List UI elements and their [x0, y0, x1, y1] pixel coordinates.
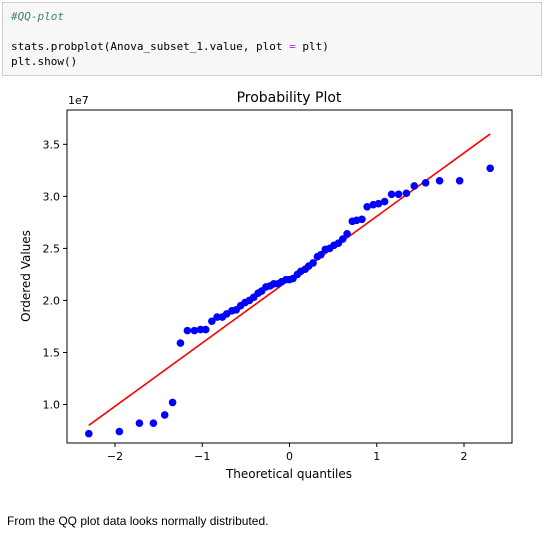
- data-point: [455, 176, 464, 185]
- probability-plot-chart: Probability Plot 1e7 −2 −1 0 1 2 1.0 1.5 2.0 2.…: [19, 90, 513, 481]
- data-point: [115, 427, 124, 436]
- x-tick-label: 0: [286, 450, 293, 463]
- data-point: [387, 190, 396, 199]
- data-point: [486, 164, 494, 173]
- y-tick-label: 1.5: [43, 346, 61, 359]
- y-tick-label: 2.5: [43, 242, 61, 255]
- x-tick-label: 2: [461, 450, 468, 463]
- data-point: [394, 190, 403, 199]
- y-offset-label: 1e7: [68, 94, 89, 107]
- data-point: [208, 317, 216, 326]
- data-point: [358, 215, 366, 224]
- code-line-show: plt.show(): [11, 55, 78, 68]
- data-point: [160, 411, 169, 419]
- data-point: [435, 176, 444, 185]
- data-point: [343, 230, 351, 238]
- data-point: [309, 259, 317, 267]
- x-tick-label: −2: [107, 450, 123, 463]
- conclusion-text: From the QQ plot data looks normally dis…: [7, 514, 269, 528]
- data-point: [196, 325, 205, 334]
- x-ticks: −2 −1 0 1 2: [107, 443, 468, 463]
- data-point: [176, 339, 185, 347]
- x-tick-label: 1: [373, 450, 380, 463]
- data-point: [410, 182, 419, 190]
- data-point: [374, 199, 383, 208]
- data-point: [338, 235, 347, 243]
- code-probplot-call: stats.probplot(Anova_subset_1.value, plo…: [11, 40, 290, 53]
- data-point: [213, 313, 221, 321]
- data-point: [402, 189, 411, 198]
- data-point: [380, 197, 389, 206]
- y-tick-label: 2.0: [43, 294, 61, 307]
- points-layer: [85, 164, 494, 438]
- data-point: [135, 419, 144, 428]
- y-tick-label: 1.0: [43, 398, 61, 411]
- data-point: [168, 398, 177, 407]
- data-point: [190, 326, 199, 335]
- code-comment: #QQ-plot: [11, 10, 64, 23]
- x-tick-label: −1: [194, 450, 210, 463]
- code-operator: =: [289, 40, 296, 53]
- code-line-probplot: stats.probplot(Anova_subset_1.value, plo…: [11, 39, 533, 54]
- data-point: [363, 202, 371, 211]
- data-point: [85, 429, 93, 438]
- code-blank-line: [11, 24, 533, 39]
- data-point: [317, 250, 325, 259]
- qq-plot-output: Probability Plot 1e7 −2 −1 0 1 2 1.0 1.5 2.0 2.…: [0, 80, 546, 500]
- data-point: [183, 326, 192, 335]
- y-tick-label: 3.5: [43, 138, 61, 151]
- code-cell[interactable]: #QQ-plot stats.probplot(Anova_subset_1.v…: [2, 2, 542, 76]
- data-point: [421, 179, 430, 187]
- x-axis-label: Theoretical quantiles: [225, 467, 352, 481]
- data-point: [149, 419, 158, 428]
- y-tick-label: 3.0: [43, 190, 61, 203]
- y-ticks: 1.0 1.5 2.0 2.5 3.0 3.5: [43, 138, 67, 411]
- chart-title: Probability Plot: [237, 90, 342, 106]
- y-axis-label: Ordered Values: [19, 230, 33, 322]
- code-probplot-arg: plt): [295, 40, 329, 53]
- data-point: [201, 325, 210, 334]
